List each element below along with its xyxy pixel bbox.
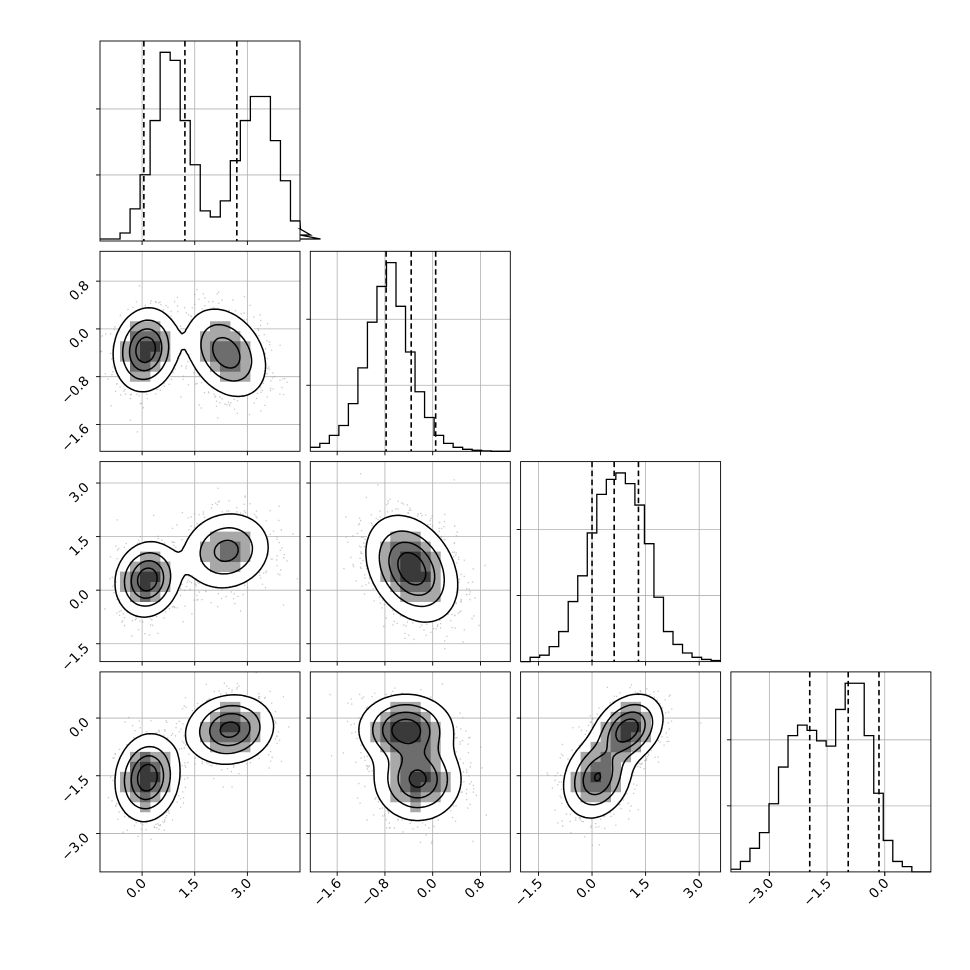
y-tick-label: 0.0 (66, 325, 93, 352)
contour-line (562, 693, 664, 819)
density-bins (400, 551, 431, 582)
density-bins (590, 721, 641, 783)
density-bins (119, 701, 261, 813)
y-tick-label: −1.6 (58, 421, 92, 455)
panel-bg (520, 461, 721, 662)
y-tick-label: −1.5 (58, 640, 92, 674)
panel-frame (309, 461, 511, 663)
x-tick-label: 3.0 (680, 875, 707, 902)
panel-content (310, 461, 511, 662)
panel-content (520, 671, 721, 872)
contour-line (397, 551, 427, 586)
histogram-step (520, 472, 721, 663)
hist-panel-0 (96, 40, 321, 245)
density-bins (130, 541, 241, 602)
contour-line (381, 711, 438, 799)
panel-frame (99, 461, 301, 663)
x-tick-label: −3.0 (743, 875, 777, 909)
y-tick-label: 3.0 (66, 480, 93, 507)
histogram-step (730, 682, 931, 873)
x-tick-label: −1.5 (512, 875, 546, 909)
panel-content (310, 671, 511, 872)
x-tick-label: 0.8 (462, 875, 489, 902)
contour-line (593, 718, 640, 782)
density-bins (390, 721, 431, 793)
contour-line (136, 721, 241, 792)
contour-line (123, 704, 261, 810)
contour-line (121, 319, 253, 382)
scatter-panel-1-2 (309, 461, 511, 663)
contour-line (128, 328, 241, 372)
scatter-panel-0-2 (99, 461, 301, 663)
contour-line (388, 541, 436, 597)
y-tick-label: 0.8 (66, 278, 93, 305)
x-tick-label: −1.6 (311, 875, 345, 909)
y-tick-label: −3.0 (58, 830, 92, 864)
hist-panel-1 (306, 250, 511, 456)
hist-panel-2 (516, 461, 722, 666)
x-tick-label: 0.0 (123, 875, 150, 902)
x-tick-label: 1.5 (176, 875, 203, 902)
panel-content (100, 251, 300, 452)
histogram-step (310, 261, 511, 452)
y-tick-label: 1.5 (66, 533, 93, 560)
panel-frame (309, 671, 511, 873)
contour-line (378, 530, 446, 608)
contour-line (573, 703, 654, 806)
scatter-panel-0-3 (99, 671, 301, 873)
panel-bg (730, 671, 931, 872)
x-tick-label: 0.0 (414, 875, 441, 902)
contour-line (582, 711, 646, 796)
panel-frame (309, 250, 511, 452)
y-tick-label: 0.0 (66, 715, 93, 742)
x-tick-label: 0.0 (866, 875, 893, 902)
x-tick-label: −0.8 (358, 875, 392, 909)
panel-frame (520, 671, 722, 873)
y-tick-label: 0.0 (66, 587, 93, 614)
contour-line (136, 567, 158, 592)
histogram-step (100, 51, 321, 240)
density-bins (380, 711, 441, 803)
panel-frame (730, 671, 932, 873)
contour-line (130, 712, 251, 801)
contour-line (114, 513, 269, 618)
density-bins (119, 531, 251, 602)
panel-bg (310, 251, 511, 452)
density-bins (380, 531, 441, 602)
panel-frame (99, 250, 301, 452)
density-bins (140, 721, 241, 793)
panel-content (100, 461, 300, 662)
hist-panel-3 (726, 671, 932, 876)
panel-frame (99, 40, 301, 242)
density-bins (140, 571, 161, 592)
contour-line (358, 693, 462, 822)
contour-line (123, 527, 254, 607)
x-tick-label: 3.0 (229, 875, 256, 902)
y-tick-label: −0.8 (58, 373, 92, 407)
panel-content (100, 671, 300, 872)
contour-line (365, 514, 459, 623)
contour-line (112, 306, 267, 398)
x-tick-label: 0.0 (573, 875, 600, 902)
scatter-panel-1-3 (309, 671, 511, 873)
contour-line (135, 336, 157, 364)
contour-line (114, 694, 275, 823)
scatter-panel-0-1 (99, 250, 301, 452)
contour-line (391, 718, 427, 789)
y-tick-label: −1.5 (58, 772, 92, 806)
density-bins (130, 711, 251, 803)
panel-frame (99, 671, 301, 873)
x-tick-label: −1.5 (800, 875, 834, 909)
x-tick-label: 1.5 (627, 875, 654, 902)
contour-line (371, 703, 449, 809)
scatter-panel-2-3 (520, 671, 722, 873)
panel-frame (520, 461, 722, 663)
contour-line (130, 539, 240, 599)
